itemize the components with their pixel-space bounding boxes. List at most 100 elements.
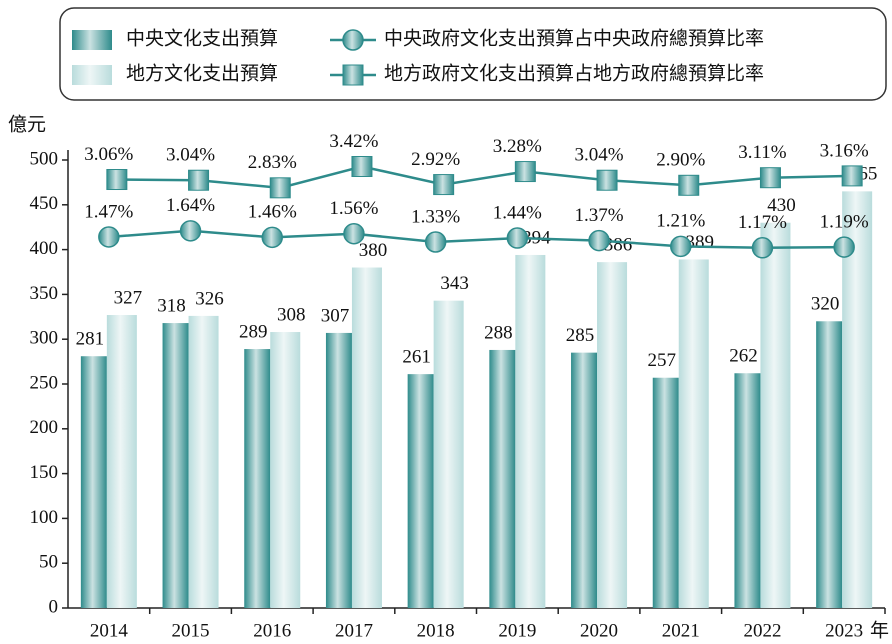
legend-marker (342, 29, 364, 51)
legend-box (59, 7, 887, 101)
bar-value-label: 261 (402, 347, 431, 368)
bar-value-label: 386 (604, 235, 633, 256)
bar-value-label: 307 (321, 305, 350, 326)
line (116, 165, 853, 190)
line-value-label: 3.04% (166, 145, 215, 166)
legend-marker (342, 64, 364, 86)
legend-label: 中央文化支出預算 (126, 27, 278, 49)
marker (833, 236, 855, 258)
legend-swatch (72, 30, 112, 50)
bar (489, 349, 516, 608)
bar (734, 373, 761, 608)
bar (842, 191, 873, 609)
y-tick-label: 500 (30, 148, 59, 169)
bar-value-label: 281 (76, 329, 105, 350)
bar (407, 374, 434, 608)
line-value-label: 1.56% (329, 198, 378, 219)
bar-value-label: 327 (114, 287, 143, 308)
marker (424, 231, 447, 253)
legend-swatch (72, 65, 112, 85)
bar (162, 323, 189, 608)
bar-value-label: 308 (277, 304, 306, 325)
y-tick-label: 50 (39, 552, 58, 573)
marker (261, 226, 283, 249)
marker (351, 156, 373, 178)
line-value-label: 1.46% (248, 202, 297, 223)
line-value-label: 3.42% (329, 131, 378, 152)
bar (515, 254, 546, 608)
x-tick-label: 2020 (580, 620, 618, 641)
line-value-label: 2.92% (411, 149, 460, 170)
bar-value-label: 320 (811, 294, 840, 315)
bar (816, 321, 843, 608)
x-axis-label: 年 (870, 619, 889, 641)
line-value-label: 1.44% (493, 202, 542, 223)
marker (179, 220, 202, 242)
line-value-label: 1.47% (84, 201, 133, 222)
marker (514, 161, 536, 183)
bar (325, 332, 352, 608)
line-value-label: 1.21% (656, 211, 705, 232)
line (108, 229, 845, 250)
bar (270, 332, 301, 608)
y-tick-label: 200 (30, 417, 59, 438)
bar-value-label: 289 (239, 321, 268, 342)
bar (106, 315, 137, 608)
bar (351, 267, 382, 608)
y-axis-label: 億元 (8, 113, 46, 135)
marker (841, 165, 863, 187)
line-value-label: 1.64% (166, 195, 215, 216)
bar-value-label: 430 (767, 195, 796, 216)
line-value-label: 1.19% (820, 211, 869, 232)
line-value-label: 3.04% (575, 145, 624, 166)
legend-label: 地方文化支出預算 (126, 62, 278, 84)
y-tick-label: 250 (30, 372, 59, 393)
y-tick-label: 300 (30, 328, 59, 349)
marker (433, 174, 455, 196)
y-tick-label: 350 (30, 283, 59, 304)
marker (678, 174, 700, 196)
marker (751, 237, 774, 259)
marker (98, 226, 120, 248)
line-value-label: 3.11% (738, 142, 787, 163)
x-tick-label: 2017 (335, 620, 373, 641)
line-value-label: 1.17% (738, 212, 787, 233)
x-tick-label: 2018 (417, 620, 455, 641)
bar (571, 352, 598, 608)
legend-label: 地方政府文化支出預算占地方政府總預算比率 (384, 62, 764, 84)
x-tick-label: 2014 (90, 620, 129, 641)
x-tick-label: 2015 (172, 620, 210, 641)
bar-value-label: 262 (729, 346, 758, 367)
marker (759, 167, 781, 189)
line-value-label: 1.37% (575, 205, 624, 226)
line-value-label: 3.16% (820, 140, 869, 161)
bar-value-label: 318 (157, 295, 186, 316)
bar (597, 262, 628, 608)
bar (652, 377, 679, 608)
line-value-label: 2.90% (656, 150, 705, 171)
y-tick-label: 100 (30, 507, 59, 528)
bar (678, 259, 709, 608)
x-tick-label: 2023 (825, 620, 863, 641)
bar-value-label: 343 (440, 273, 469, 294)
x-tick-label: 2016 (253, 620, 291, 641)
y-tick-label: 0 (49, 596, 59, 617)
bar-value-label: 380 (359, 240, 388, 261)
bar (433, 300, 464, 608)
bar (80, 356, 107, 608)
bar-value-label: 257 (648, 350, 677, 371)
bar-value-label: 288 (484, 322, 513, 343)
marker (188, 169, 210, 191)
marker (343, 222, 365, 245)
bar (760, 222, 791, 608)
marker (106, 169, 128, 191)
y-tick-label: 450 (30, 193, 59, 214)
bar-value-label: 326 (195, 288, 224, 309)
x-tick-label: 2022 (743, 620, 781, 641)
x-tick-label: 2021 (662, 620, 700, 641)
line-value-label: 2.83% (248, 152, 297, 173)
bar (244, 349, 271, 608)
marker (670, 235, 692, 258)
x-tick-label: 2019 (498, 620, 536, 641)
